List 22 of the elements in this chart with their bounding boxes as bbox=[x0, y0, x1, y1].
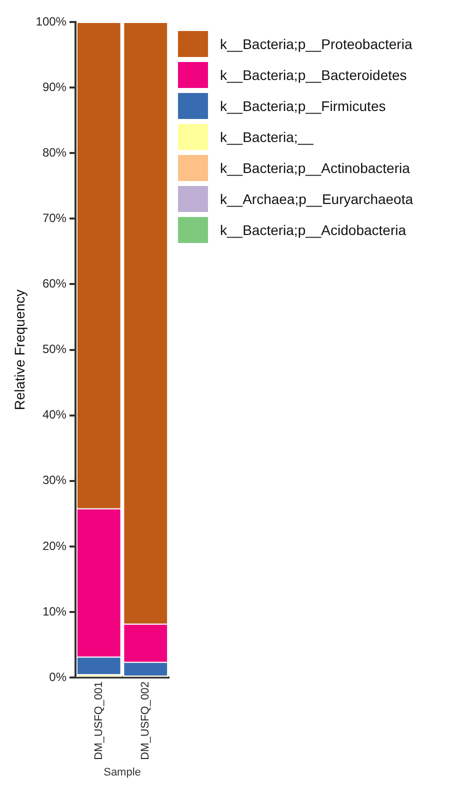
legend-label: k__Bacteria;p__Actinobacteria bbox=[220, 160, 410, 176]
legend-label: k__Bacteria;p__Acidobacteria bbox=[220, 222, 406, 238]
y-tick-label: 90% bbox=[42, 80, 67, 94]
y-tick-label: 20% bbox=[42, 538, 67, 553]
y-tick-label: 50% bbox=[42, 342, 67, 356]
y-tick-label: 30% bbox=[42, 473, 67, 488]
y-tick-label: 80% bbox=[42, 145, 67, 160]
x-axis-title: Sample bbox=[104, 766, 141, 778]
legend-label: k__Bacteria;__ bbox=[220, 128, 314, 144]
legend-label: k__Bacteria;p__Proteobacteria bbox=[220, 36, 412, 52]
legend-label: k__Bacteria;p__Firmicutes bbox=[220, 98, 386, 114]
legend-label: k__Bacteria;p__Bacteroidetes bbox=[220, 66, 407, 82]
y-tick-label: 100% bbox=[36, 14, 67, 28]
legend-label: k__Archaea;p__Euryarchaeota bbox=[220, 190, 414, 206]
y-tick-label: 40% bbox=[42, 408, 67, 422]
y-tick-label: 0% bbox=[49, 670, 67, 684]
x-tick-label: DM_USFQ_001 bbox=[92, 682, 105, 760]
y-tick-label: 10% bbox=[42, 604, 67, 618]
y-axis-title: Relative Frequency bbox=[11, 289, 28, 410]
y-tick-label: 70% bbox=[42, 210, 67, 225]
x-tick-label: DM_USFQ_002 bbox=[140, 682, 152, 760]
y-tick-label: 60% bbox=[42, 276, 67, 291]
